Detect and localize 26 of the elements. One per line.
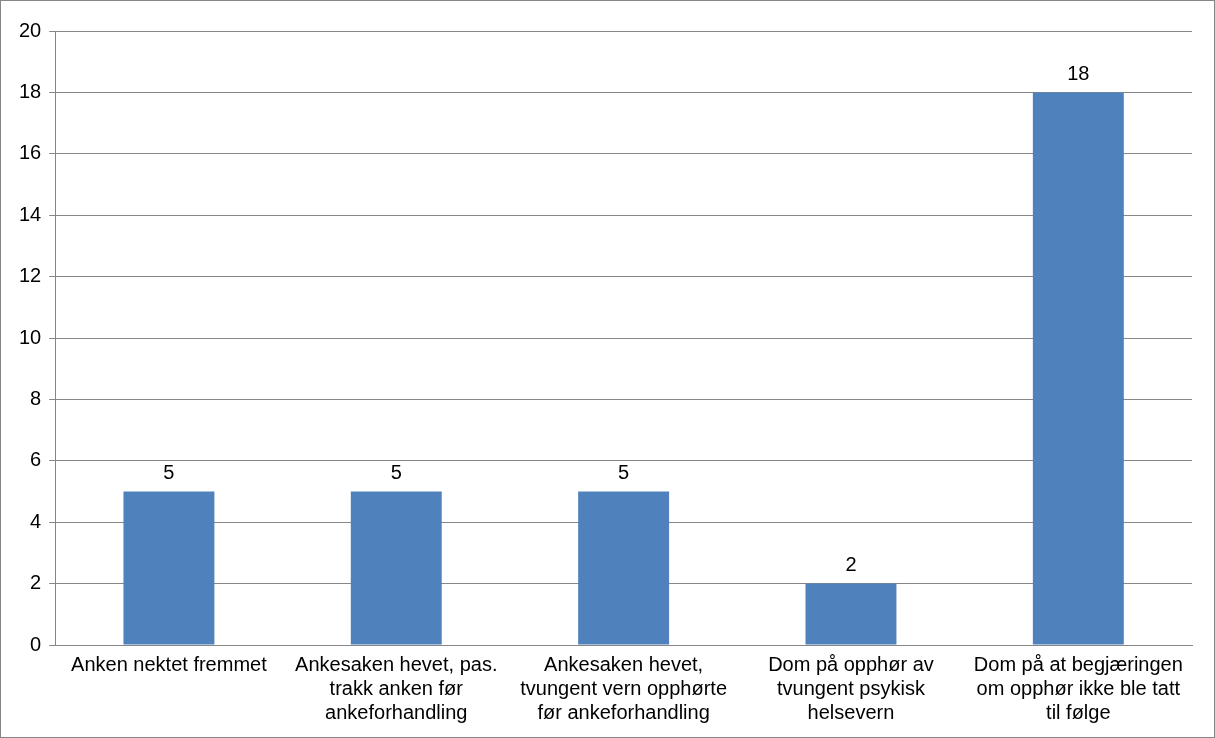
data-label: 5: [163, 461, 175, 484]
data-label: 2: [845, 553, 857, 576]
bar: [805, 583, 897, 645]
x-tick-label: Dom på at begjæringen om opphør ikke ble tatt til følge: [973, 652, 1183, 723]
data-label: 18: [1067, 61, 1090, 84]
x-tick-label: Ankesaken hevet, tvungent vern opphørte før ankeforhandling: [520, 652, 728, 723]
y-tick-label: 8: [30, 386, 42, 409]
y-tick-label: 0: [30, 632, 42, 655]
bar: [350, 491, 442, 645]
y-tick-label: 16: [19, 141, 42, 164]
y-tick-label: 2: [30, 571, 42, 594]
y-tick-label: 4: [30, 509, 42, 532]
bar: [1032, 92, 1124, 645]
bar: [578, 491, 670, 645]
data-label: 5: [390, 461, 402, 484]
y-tick-label: 14: [19, 202, 42, 225]
y-tick-label: 18: [19, 79, 42, 102]
bar: [123, 491, 215, 645]
x-tick-label: Ankesaken hevet, pas. trakk anken før ankeforhandling: [295, 652, 498, 723]
y-tick-label: 10: [19, 325, 42, 348]
data-label: 5: [618, 461, 630, 484]
y-tick-label: 12: [19, 264, 42, 287]
x-tick-label: Anken nektet fremmet: [71, 652, 268, 675]
y-tick-label: 20: [19, 18, 42, 41]
x-tick-label: Dom på opphør av tvungent psykisk helsevern: [768, 652, 934, 723]
y-tick-label: 6: [30, 448, 42, 471]
